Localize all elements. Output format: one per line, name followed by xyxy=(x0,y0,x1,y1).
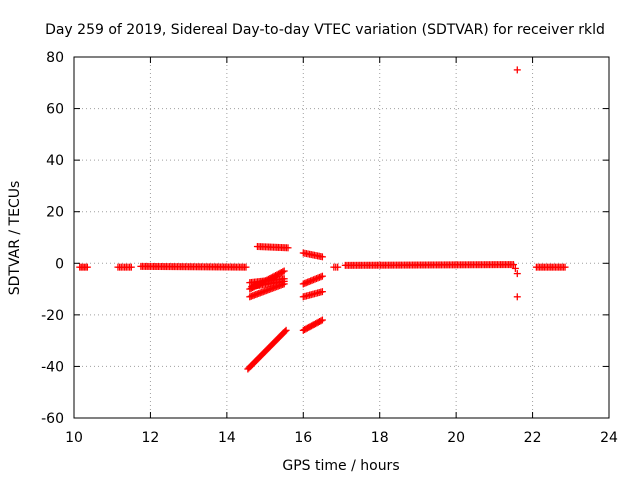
y-tick-label: 0 xyxy=(55,256,64,272)
data-point xyxy=(334,263,342,271)
data-points xyxy=(76,66,569,373)
x-axis-label: GPS time / hours xyxy=(282,458,399,474)
grid xyxy=(74,57,609,418)
data-point xyxy=(513,66,521,74)
y-tick-label: -60 xyxy=(41,411,64,427)
data-point xyxy=(127,263,135,271)
x-tick-label: 16 xyxy=(294,430,312,446)
y-tick-label: 60 xyxy=(46,102,64,118)
data-point xyxy=(318,288,326,296)
y-tick-label: 40 xyxy=(46,153,64,169)
data-point xyxy=(281,327,289,335)
x-tick-label: 12 xyxy=(142,430,160,446)
data-point xyxy=(279,268,287,276)
x-tick-label: 24 xyxy=(600,430,618,446)
x-tick-label: 18 xyxy=(371,430,389,446)
x-tick-label: 22 xyxy=(524,430,542,446)
data-point xyxy=(318,316,326,324)
data-point xyxy=(280,275,288,283)
data-point xyxy=(317,317,325,325)
x-tick-label: 14 xyxy=(218,430,236,446)
data-point xyxy=(280,267,288,275)
y-tick-label: 20 xyxy=(46,205,64,221)
y-axis-label: SDTVAR / TECUs xyxy=(7,181,23,296)
data-point xyxy=(511,264,519,272)
axis-ticks: 10 12 14 16 18 20 22 24 -60 -40 -20 0 20 40 60 80 xyxy=(41,50,618,446)
plot-frame xyxy=(73,56,610,419)
data-point xyxy=(242,263,250,271)
data-point xyxy=(282,326,290,334)
data-point xyxy=(318,272,326,280)
x-tick-label: 10 xyxy=(65,430,83,446)
y-tick-label: -20 xyxy=(41,308,64,324)
y-tick-label: 80 xyxy=(46,50,64,66)
y-tick-label: -40 xyxy=(41,359,64,375)
data-point xyxy=(284,244,292,252)
x-tick-label: 20 xyxy=(447,430,465,446)
data-point xyxy=(513,270,521,278)
data-point xyxy=(509,261,517,269)
data-point xyxy=(561,263,569,271)
data-point xyxy=(318,253,326,261)
data-point xyxy=(83,263,91,271)
data-point xyxy=(513,293,521,301)
chart-title: Day 259 of 2019, Sidereal Day-to-day VTE… xyxy=(45,22,605,38)
